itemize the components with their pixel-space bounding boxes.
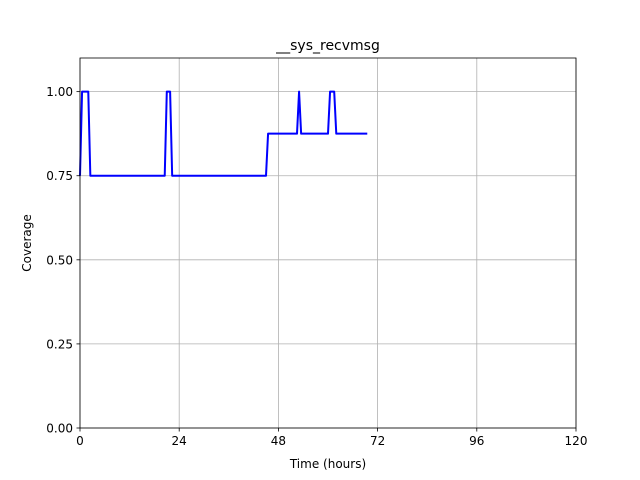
y-tick-label: 0.25 — [46, 337, 73, 351]
chart-title: __sys_recvmsg — [275, 38, 380, 54]
x-tick-label: 0 — [76, 434, 84, 448]
x-axis-label: Time (hours) — [289, 457, 366, 471]
y-tick-label: 0.00 — [46, 422, 73, 436]
y-tick-label: 1.00 — [46, 85, 73, 99]
x-tick-label: 48 — [271, 434, 286, 448]
y-axis-ticks: 0.00 0.25 0.50 0.75 1.00 — [46, 85, 80, 436]
x-tick-label: 72 — [370, 434, 385, 448]
x-tick-label: 120 — [565, 434, 588, 448]
y-axis-label: Coverage — [20, 214, 34, 272]
y-tick-label: 0.75 — [46, 169, 73, 183]
series-line — [79, 90, 368, 177]
x-tick-label: 24 — [172, 434, 187, 448]
series-layer — [79, 90, 368, 177]
x-axis-ticks: 0 24 48 72 96 120 — [76, 428, 587, 448]
plot-frame — [79, 57, 577, 429]
x-tick-label: 96 — [469, 434, 484, 448]
y-tick-label: 0.50 — [46, 253, 73, 267]
